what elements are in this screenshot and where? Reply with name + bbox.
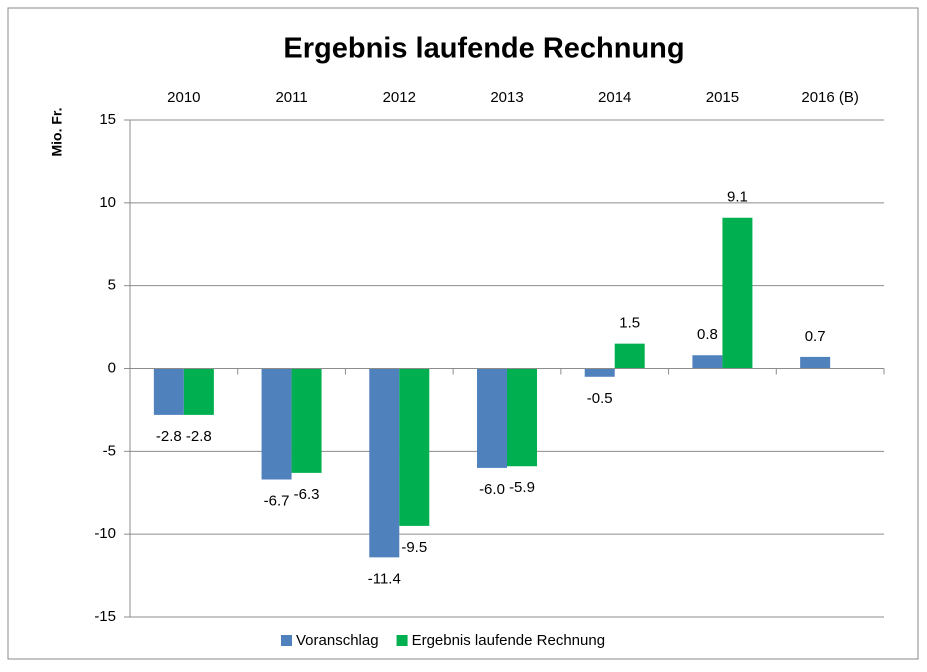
y-tick-label: -5 (103, 442, 116, 459)
data-label: -2.8 (156, 428, 182, 445)
y-tick-label: -10 (94, 525, 116, 542)
x-tick-label: 2013 (490, 89, 523, 106)
x-tick-label: 2016 (B) (801, 89, 859, 106)
x-tick-label: 2012 (383, 89, 416, 106)
data-label: -11.4 (368, 570, 401, 587)
y-tick-label: 5 (108, 277, 116, 294)
x-tick-label: 2014 (598, 89, 631, 106)
bar (261, 368, 292, 480)
bar (800, 356, 831, 369)
data-label: 9.1 (727, 189, 748, 206)
bar (153, 368, 184, 415)
data-label: -2.8 (186, 428, 212, 445)
bar (507, 368, 537, 467)
data-label: 1.5 (619, 315, 640, 332)
y-tick-label: 10 (99, 194, 116, 211)
x-tick-label: 2010 (167, 89, 200, 106)
bar (291, 368, 322, 473)
data-label: 0.8 (697, 326, 718, 343)
data-label: -9.5 (401, 539, 427, 556)
bar (722, 217, 753, 369)
data-label: -0.5 (587, 390, 613, 407)
data-label: -6.7 (264, 492, 290, 509)
y-axis-label: Mio. Fr. (49, 108, 65, 157)
bar (399, 368, 430, 526)
y-tick-label: 0 (108, 359, 116, 376)
bar (369, 368, 400, 558)
bar (183, 368, 214, 415)
legend-swatch (281, 635, 292, 646)
x-tick-label: 2015 (706, 89, 739, 106)
legend-label: Voranschlag (296, 632, 379, 649)
chart-title: Ergebnis laufende Rechnung (283, 33, 684, 65)
data-label: -6.3 (294, 486, 320, 503)
x-tick-label: 2011 (275, 89, 307, 106)
legend-swatch (396, 635, 408, 646)
data-label: 0.7 (805, 328, 826, 345)
bar (477, 368, 507, 468)
chart-frame (7, 7, 919, 660)
data-label: -5.9 (509, 479, 535, 496)
bar (692, 355, 723, 369)
bar (584, 368, 615, 377)
y-tick-label: -15 (94, 608, 116, 625)
legend-label: Ergebnis laufende Rechnung (412, 632, 605, 649)
data-label: -6.0 (479, 481, 505, 498)
bar (614, 343, 645, 369)
y-tick-label: 15 (99, 111, 116, 128)
